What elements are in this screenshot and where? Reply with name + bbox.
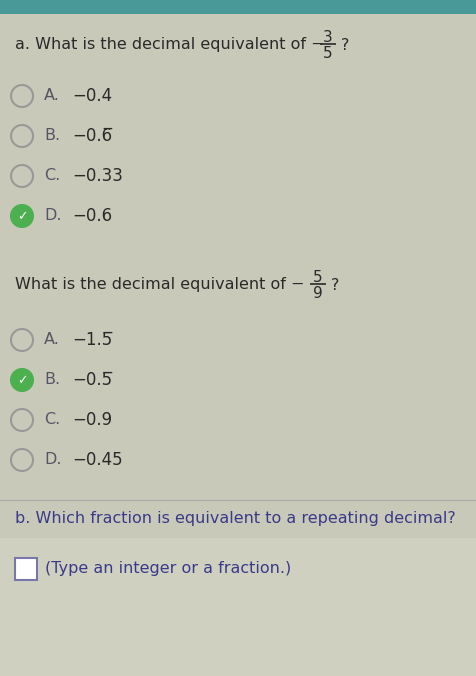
Text: −0.5̅: −0.5̅ xyxy=(72,371,112,389)
Text: b. Which fraction is equivalent to a repeating decimal?: b. Which fraction is equivalent to a rep… xyxy=(15,510,455,525)
Text: D.: D. xyxy=(44,208,61,224)
Text: 9: 9 xyxy=(312,287,322,301)
Text: B.: B. xyxy=(44,128,60,143)
Text: A.: A. xyxy=(44,333,60,347)
Text: D.: D. xyxy=(44,452,61,468)
Text: −0.6: −0.6 xyxy=(72,207,112,225)
Text: −1.5̅: −1.5̅ xyxy=(72,331,112,349)
Text: C.: C. xyxy=(44,412,60,427)
Text: ✓: ✓ xyxy=(17,210,27,224)
Text: B.: B. xyxy=(44,372,60,387)
Text: −0.33: −0.33 xyxy=(72,167,123,185)
Text: ?: ? xyxy=(340,37,348,53)
Text: −0.9: −0.9 xyxy=(72,411,112,429)
Text: 5: 5 xyxy=(313,270,322,285)
Bar xyxy=(0,538,476,676)
Text: −0.45: −0.45 xyxy=(72,451,122,469)
Text: 3: 3 xyxy=(322,30,332,45)
Text: a. What is the decimal equivalent of −: a. What is the decimal equivalent of − xyxy=(15,37,324,53)
Text: C.: C. xyxy=(44,168,60,183)
Text: What is the decimal equivalent of −: What is the decimal equivalent of − xyxy=(15,278,304,293)
Bar xyxy=(0,0,476,14)
Text: −0.4: −0.4 xyxy=(72,87,112,105)
Text: (Type an integer or a fraction.): (Type an integer or a fraction.) xyxy=(45,562,291,577)
Text: A.: A. xyxy=(44,89,60,103)
Circle shape xyxy=(11,205,33,227)
Text: ✓: ✓ xyxy=(17,375,27,387)
Circle shape xyxy=(11,369,33,391)
FancyBboxPatch shape xyxy=(15,558,37,580)
Text: ?: ? xyxy=(330,278,338,293)
Text: 5: 5 xyxy=(323,47,332,62)
Text: −0.6̅: −0.6̅ xyxy=(72,127,112,145)
